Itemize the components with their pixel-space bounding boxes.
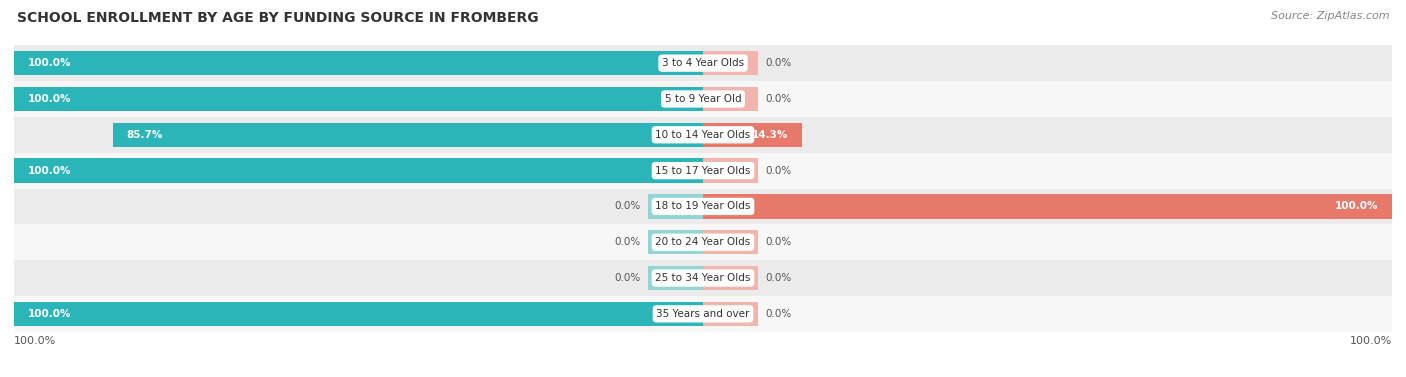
Bar: [14, 188, 1392, 224]
Bar: [14, 87, 703, 111]
Text: 100.0%: 100.0%: [14, 336, 56, 346]
Text: 0.0%: 0.0%: [765, 273, 792, 283]
Bar: [14, 224, 1392, 260]
Text: 10 to 14 Year Olds: 10 to 14 Year Olds: [655, 130, 751, 140]
Text: 3 to 4 Year Olds: 3 to 4 Year Olds: [662, 58, 744, 68]
Bar: [648, 194, 703, 219]
Text: 18 to 19 Year Olds: 18 to 19 Year Olds: [655, 201, 751, 211]
Text: 100.0%: 100.0%: [1350, 336, 1392, 346]
Text: 14.3%: 14.3%: [751, 130, 787, 140]
Text: 0.0%: 0.0%: [765, 94, 792, 104]
Text: SCHOOL ENROLLMENT BY AGE BY FUNDING SOURCE IN FROMBERG: SCHOOL ENROLLMENT BY AGE BY FUNDING SOUR…: [17, 11, 538, 25]
Text: 0.0%: 0.0%: [614, 237, 641, 247]
Bar: [14, 51, 703, 75]
Text: 100.0%: 100.0%: [1334, 201, 1378, 211]
Bar: [703, 302, 758, 326]
Bar: [648, 266, 703, 290]
Bar: [703, 87, 758, 111]
Bar: [14, 117, 1392, 153]
Text: 0.0%: 0.0%: [765, 237, 792, 247]
Text: 35 Years and over: 35 Years and over: [657, 309, 749, 319]
Text: 0.0%: 0.0%: [765, 58, 792, 68]
Bar: [703, 123, 801, 147]
Bar: [112, 123, 703, 147]
Text: 0.0%: 0.0%: [765, 309, 792, 319]
Text: 100.0%: 100.0%: [28, 309, 72, 319]
Bar: [14, 153, 1392, 188]
Text: 100.0%: 100.0%: [28, 58, 72, 68]
Bar: [14, 260, 1392, 296]
Bar: [14, 296, 1392, 332]
Bar: [14, 302, 703, 326]
Bar: [703, 194, 1392, 219]
Text: 100.0%: 100.0%: [28, 166, 72, 176]
Bar: [14, 158, 703, 183]
Text: 0.0%: 0.0%: [614, 273, 641, 283]
Bar: [14, 81, 1392, 117]
Text: 85.7%: 85.7%: [127, 130, 163, 140]
Bar: [703, 51, 758, 75]
Text: 20 to 24 Year Olds: 20 to 24 Year Olds: [655, 237, 751, 247]
Bar: [14, 45, 1392, 81]
Bar: [703, 266, 758, 290]
Text: 15 to 17 Year Olds: 15 to 17 Year Olds: [655, 166, 751, 176]
Bar: [648, 230, 703, 254]
Text: 5 to 9 Year Old: 5 to 9 Year Old: [665, 94, 741, 104]
Text: Source: ZipAtlas.com: Source: ZipAtlas.com: [1271, 11, 1389, 21]
Bar: [703, 230, 758, 254]
Text: 25 to 34 Year Olds: 25 to 34 Year Olds: [655, 273, 751, 283]
Bar: [703, 158, 758, 183]
Text: 100.0%: 100.0%: [28, 94, 72, 104]
Text: 0.0%: 0.0%: [614, 201, 641, 211]
Text: 0.0%: 0.0%: [765, 166, 792, 176]
